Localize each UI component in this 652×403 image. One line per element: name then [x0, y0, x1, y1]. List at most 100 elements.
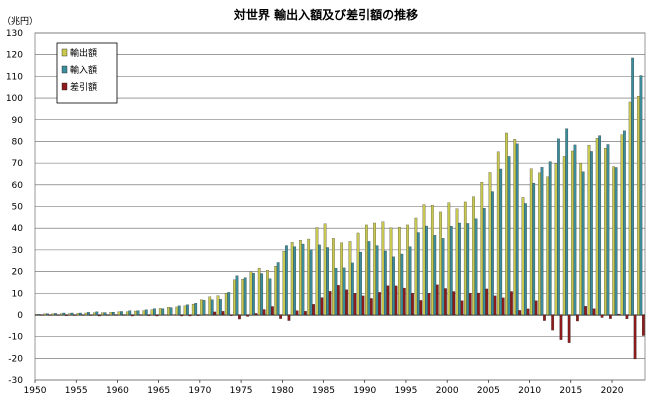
- bar: [68, 313, 71, 316]
- bar: [186, 304, 189, 316]
- series-2: [37, 57, 643, 316]
- bar: [169, 307, 173, 316]
- bar: [480, 182, 484, 316]
- bar: [614, 167, 618, 316]
- bar: [433, 235, 437, 316]
- bar: [554, 163, 558, 316]
- series-3: [40, 284, 645, 360]
- bar: [299, 240, 302, 316]
- x-tick-label: 1965: [147, 386, 170, 396]
- bar: [84, 312, 88, 316]
- x-tick-label: 2005: [477, 386, 500, 396]
- bar: [318, 244, 321, 316]
- bar: [427, 293, 431, 316]
- bar: [158, 308, 162, 316]
- bar: [147, 314, 151, 316]
- bar: [447, 202, 451, 316]
- bar: [507, 156, 511, 316]
- bar: [46, 313, 49, 316]
- bar: [513, 139, 517, 316]
- bar: [400, 253, 404, 316]
- bar: [252, 273, 255, 316]
- bar: [279, 314, 283, 319]
- bar: [150, 309, 154, 316]
- bar: [422, 204, 426, 316]
- y-tick-label: 60: [12, 181, 24, 191]
- bar: [282, 251, 286, 316]
- bar: [312, 304, 315, 316]
- bar: [334, 267, 338, 316]
- bar: [381, 221, 385, 316]
- bar: [51, 313, 55, 316]
- bar: [70, 312, 74, 316]
- bar: [383, 250, 387, 316]
- bar: [142, 310, 146, 316]
- bar: [587, 144, 591, 316]
- bar: [205, 314, 208, 316]
- bar: [571, 150, 574, 316]
- bar: [505, 132, 508, 316]
- bar: [177, 305, 181, 316]
- bar: [425, 225, 428, 316]
- bar: [76, 313, 80, 316]
- bar: [617, 313, 620, 316]
- x-tick-label: 1980: [271, 386, 294, 396]
- bar: [175, 306, 179, 316]
- bar: [315, 227, 319, 316]
- legend-swatch: [61, 65, 68, 74]
- bar: [532, 182, 536, 316]
- bar: [466, 223, 470, 316]
- bar: [452, 291, 456, 316]
- bar: [134, 310, 137, 316]
- legend-swatch: [61, 48, 68, 57]
- bar: [361, 295, 365, 316]
- bar: [515, 143, 519, 316]
- x-tick-label: 2020: [601, 386, 624, 396]
- x-tick-label: 1955: [65, 386, 88, 396]
- bar: [276, 262, 280, 316]
- bar: [180, 314, 184, 317]
- bar: [477, 292, 480, 316]
- bar: [620, 134, 624, 316]
- bar: [172, 314, 175, 316]
- bar: [348, 241, 352, 316]
- bar: [101, 312, 104, 316]
- gridlines: [34, 32, 646, 381]
- bar: [37, 314, 41, 316]
- bar: [367, 241, 371, 316]
- bar: [458, 222, 461, 316]
- bar: [309, 249, 313, 316]
- bar: [246, 314, 250, 317]
- bar: [551, 314, 555, 331]
- axes: -30 -20 -10 0 10 20 30 40 50 60 70 80 90 100 110 120 130…: [6, 29, 624, 396]
- bar: [183, 305, 187, 316]
- bar: [637, 95, 640, 316]
- bar: [60, 313, 63, 316]
- bar: [320, 297, 324, 316]
- bar: [375, 245, 379, 316]
- y-tick-label: 30: [12, 246, 24, 256]
- y-tick-label: 100: [6, 94, 23, 104]
- y-tick-label: 40: [12, 224, 24, 234]
- bar: [392, 256, 395, 316]
- bar: [241, 279, 245, 316]
- bar: [221, 311, 225, 316]
- bar: [323, 223, 327, 316]
- x-tick-label: 2015: [559, 386, 582, 396]
- bar: [600, 314, 604, 318]
- y-tick-label: 120: [6, 51, 23, 61]
- bar: [590, 151, 593, 316]
- x-tick-label: 2000: [436, 386, 459, 396]
- legend-label: 差引額: [70, 81, 97, 93]
- bar: [463, 201, 467, 316]
- bar: [496, 151, 500, 316]
- bar: [579, 163, 583, 316]
- bar: [307, 238, 311, 316]
- bar: [285, 245, 288, 316]
- bar: [216, 295, 220, 316]
- bar: [125, 311, 129, 316]
- bar: [122, 314, 126, 316]
- bar: [342, 267, 346, 316]
- bar: [114, 314, 118, 316]
- bar: [336, 285, 340, 316]
